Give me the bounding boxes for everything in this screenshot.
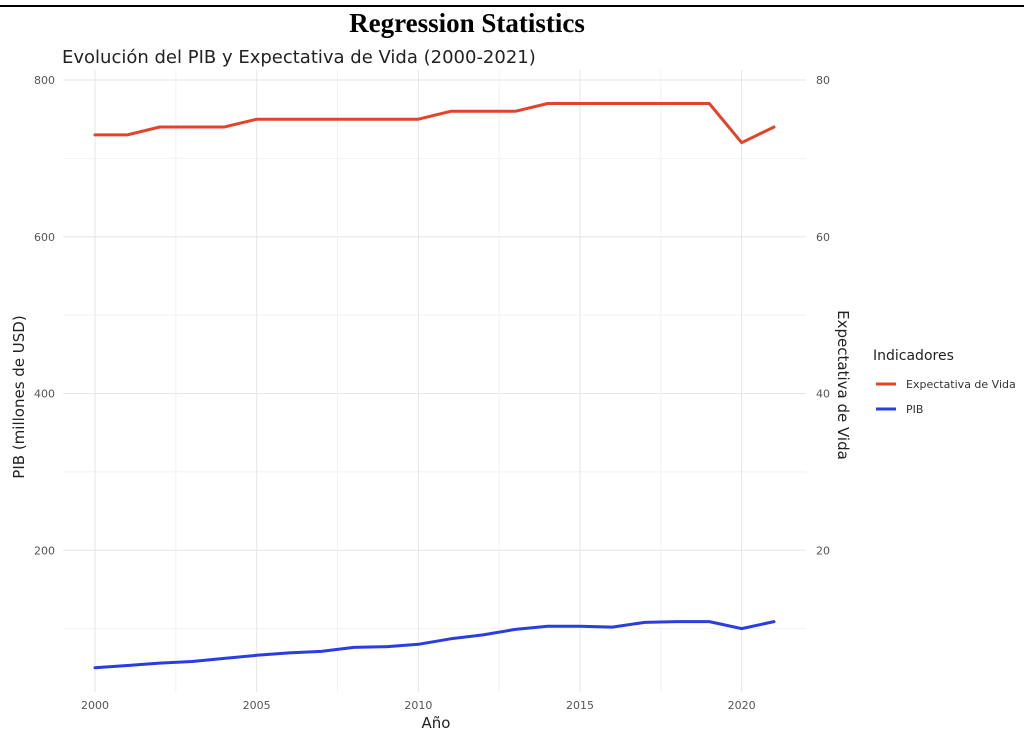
legend-label-expectativa: Expectativa de Vida [906, 378, 1016, 391]
y-tick-label: 400 [34, 388, 55, 401]
x-axis-title: Año [422, 714, 451, 732]
y2-tick-label: 60 [816, 231, 830, 244]
y2-tick-label: 40 [816, 388, 830, 401]
chart-ticks: 2000 2005 2010 2015 2020 200 400 600 800 20 40 60 80 [34, 74, 830, 712]
chart-legend: Indicadores Expectativa de Vida PIB [873, 348, 1016, 416]
y2-tick-label: 20 [816, 544, 830, 557]
series-line-expectativa [93, 102, 776, 145]
y-axis-title: PIB (millones de USD) [10, 315, 28, 478]
y2-axis-title: Expectativa de Vida [834, 310, 852, 460]
chart-series [93, 102, 776, 670]
top-rule [0, 5, 1024, 7]
x-tick-label: 2020 [728, 699, 756, 712]
x-tick-label: 2015 [566, 699, 594, 712]
chart-grid [63, 70, 806, 692]
x-tick-label: 2000 [81, 699, 109, 712]
y2-tick-label: 80 [816, 74, 830, 87]
series-line-pib [93, 620, 776, 670]
legend-title: Indicadores [873, 348, 954, 364]
x-tick-label: 2005 [243, 699, 271, 712]
y-tick-label: 200 [34, 544, 55, 557]
y-tick-label: 800 [34, 74, 55, 87]
page-heading: Regression Statistics [349, 8, 585, 38]
chart-title: Evolución del PIB y Expectativa de Vida … [62, 47, 536, 68]
legend-label-pib: PIB [906, 403, 923, 416]
y-tick-label: 600 [34, 231, 55, 244]
x-tick-label: 2010 [404, 699, 432, 712]
